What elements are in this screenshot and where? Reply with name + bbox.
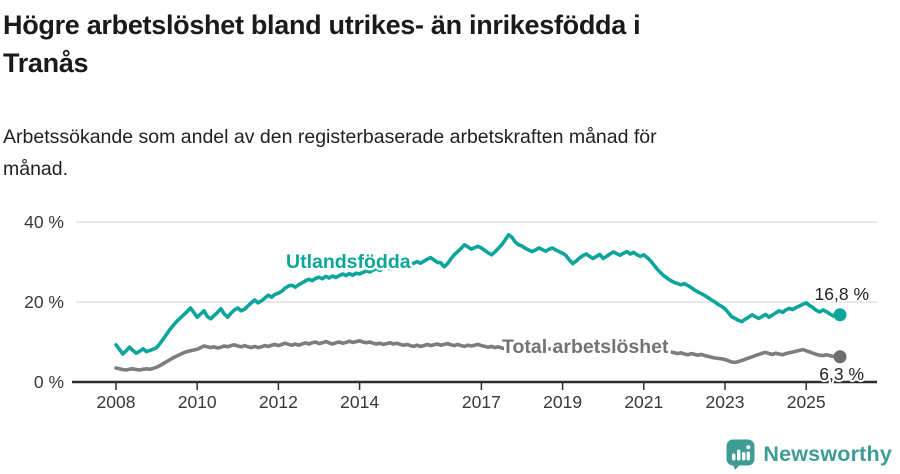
series-line-utlandsfodda bbox=[114, 233, 842, 356]
series-label: Total arbetslöshet bbox=[502, 336, 669, 358]
x-tick-label: 2019 bbox=[543, 392, 582, 412]
chart-title-line2: Tranås bbox=[3, 48, 89, 78]
value-label: 6,3 % bbox=[819, 364, 864, 384]
chart-subtitle-line1: Arbetssökande som andel av den registerb… bbox=[3, 126, 657, 148]
x-tick-label: 2023 bbox=[706, 392, 745, 412]
x-tick-label: 2010 bbox=[178, 392, 217, 412]
chart-title-line1: Högre arbetslöshet bland utrikes- än inr… bbox=[3, 10, 641, 40]
chart-title: Högre arbetslöshet bland utrikes- än inr… bbox=[3, 6, 883, 82]
x-tick-label: 2017 bbox=[462, 392, 501, 412]
newsworthy-brand-text: Newsworthy bbox=[763, 442, 892, 466]
y-tick-label: 20 % bbox=[24, 292, 64, 312]
x-tick-label: 2025 bbox=[787, 392, 826, 412]
x-tick-label: 2012 bbox=[259, 392, 298, 412]
y-tick-label: 0 % bbox=[34, 372, 64, 392]
x-tick-label: 2008 bbox=[97, 392, 136, 412]
x-tick-label: 2021 bbox=[624, 392, 663, 412]
chart-subtitle: Arbetssökande som andel av den registerb… bbox=[3, 121, 863, 185]
x-tick-label: 2014 bbox=[340, 392, 379, 412]
series-label: Utlandsfödda bbox=[286, 251, 411, 273]
newsworthy-logo[interactable]: Newsworthy bbox=[726, 439, 892, 470]
series-endpoint-dot bbox=[833, 350, 847, 364]
y-tick-label: 40 % bbox=[24, 212, 64, 232]
series-endpoint-dot bbox=[833, 308, 847, 322]
series-line-total bbox=[114, 338, 842, 372]
newsworthy-bubble-barchart-icon bbox=[726, 439, 755, 470]
chart-subtitle-line2: månad. bbox=[3, 158, 69, 180]
value-label: 16,8 % bbox=[815, 284, 869, 304]
